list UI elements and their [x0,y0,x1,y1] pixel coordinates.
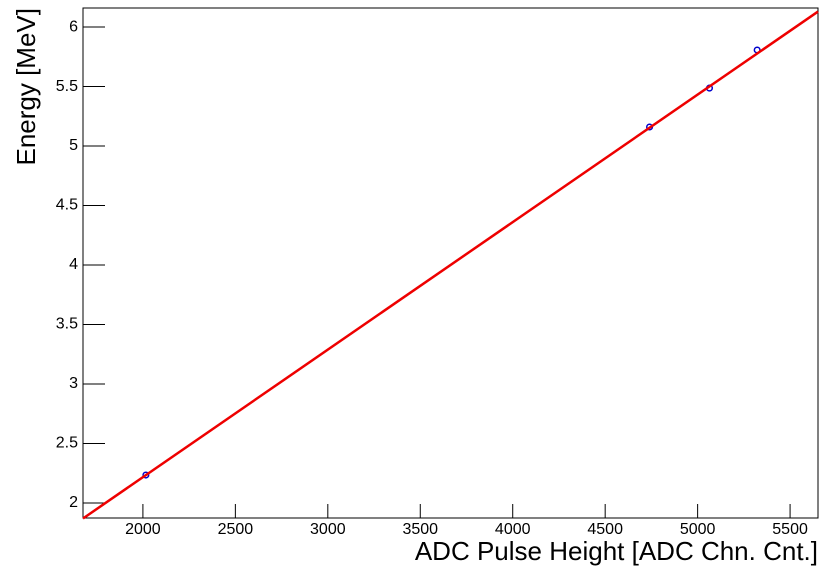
fit-line [82,10,819,520]
y-tick-label: 4.5 [56,197,78,214]
y-tick-label: 4 [69,256,78,273]
y-tick-label: 6 [69,18,78,35]
x-tick-label: 4500 [587,521,623,538]
x-tick-label: 2000 [125,521,161,538]
y-tick-label: 3 [69,375,78,392]
x-tick-label: 4000 [495,521,531,538]
x-tick-label: 3000 [310,521,346,538]
y-axis-label: Energy [MeV] [11,8,41,166]
data-point [142,471,150,479]
x-tick-label: 2500 [218,521,254,538]
plot-frame [82,7,819,519]
y-tick-label: 2.5 [56,435,78,452]
y-tick-label: 2 [69,494,78,511]
x-tick-label: 5500 [772,521,808,538]
y-tick-label: 5.5 [56,78,78,95]
x-tick-label: 5000 [680,521,716,538]
x-axis-label: ADC Pulse Height [ADC Chn. Cnt.] [415,536,818,566]
y-tick-label: 3.5 [56,316,78,333]
y-tick-label: 5 [69,137,78,154]
x-tick-label: 3500 [402,521,438,538]
